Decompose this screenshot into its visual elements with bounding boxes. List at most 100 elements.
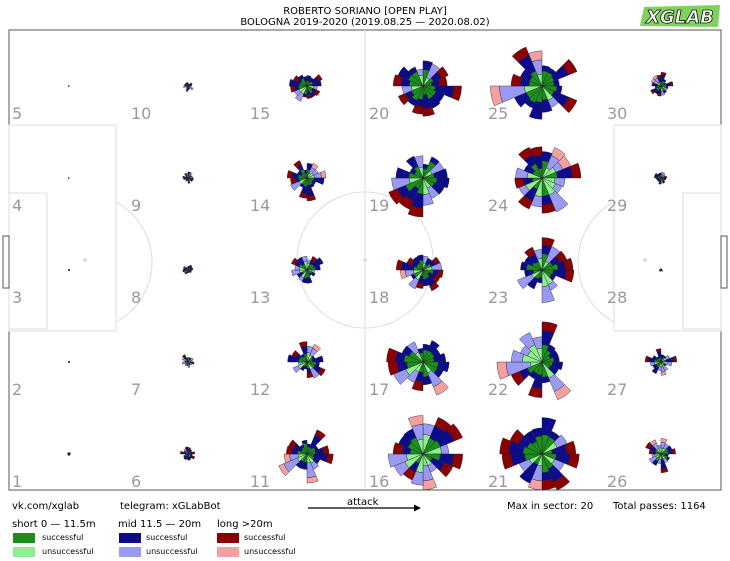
sonar-mid-sector bbox=[393, 461, 410, 477]
sonar-long-sector bbox=[650, 78, 656, 84]
sonar-mid-sector bbox=[432, 353, 446, 363]
sonar-short-sector bbox=[657, 357, 662, 363]
sonar-mid-sector bbox=[664, 453, 669, 458]
sonar-mid-sector bbox=[294, 260, 302, 267]
sonar-short-sector bbox=[186, 83, 189, 87]
vk-link[interactable]: vk.com/xglab bbox=[12, 501, 80, 512]
sonar-short-sector bbox=[302, 356, 308, 363]
sonar-short-sector bbox=[409, 177, 424, 184]
sonar-short-sector bbox=[536, 347, 543, 363]
sonar-short-sector bbox=[186, 450, 189, 455]
sonar-short-sector bbox=[187, 84, 189, 87]
zone-label-26: 26 bbox=[607, 472, 627, 491]
sonar-short-sector bbox=[187, 269, 190, 272]
sonar-mid-sector bbox=[662, 79, 667, 83]
sonar-short-sector bbox=[660, 356, 665, 363]
sonar-short-sector bbox=[186, 177, 189, 181]
sonar-mid-sector bbox=[396, 185, 410, 199]
sonar-mid-sector bbox=[187, 271, 190, 273]
sonar-long-sector bbox=[290, 85, 296, 93]
sonar-long-sector bbox=[564, 440, 577, 455]
legend-short-successful-label: successful bbox=[42, 533, 84, 542]
sonar-long-sector bbox=[563, 257, 574, 271]
sonar-mid-sector bbox=[309, 259, 315, 266]
sonar-mid-sector bbox=[293, 89, 302, 97]
sonar-mid-sector bbox=[183, 269, 187, 272]
sonar-short-sector bbox=[301, 173, 308, 179]
sonar-mid-sector bbox=[69, 452, 72, 454]
sonar-long-sector bbox=[411, 380, 424, 391]
sonar-long-sector bbox=[432, 274, 441, 284]
sonar-mid-sector bbox=[426, 276, 436, 287]
sonar-long-sector bbox=[496, 361, 509, 380]
sonar-short-sector bbox=[422, 264, 428, 271]
sonar-short-sector bbox=[415, 351, 424, 363]
sonar-mid-sector bbox=[648, 356, 656, 363]
sonar-short-sector bbox=[417, 439, 424, 455]
zone-label-8: 8 bbox=[131, 288, 141, 307]
sonar-short-sector bbox=[187, 268, 191, 271]
sonar-long-sector bbox=[501, 453, 514, 470]
sonar-short-sector bbox=[422, 269, 427, 280]
sonar-short-sector bbox=[422, 453, 441, 461]
sonar-long-sector bbox=[183, 266, 186, 269]
sonar-mid-sector bbox=[552, 269, 567, 280]
sonar-long-sector bbox=[451, 85, 462, 102]
sonar-short-sector bbox=[541, 361, 549, 378]
sonar-long-sector bbox=[283, 453, 292, 464]
sonar-mid-sector bbox=[400, 77, 411, 87]
sonar-mid-sector bbox=[553, 434, 568, 448]
sonar-mid-sector bbox=[187, 180, 190, 183]
pitch-outline bbox=[8, 29, 722, 491]
sonar-mid-sector bbox=[659, 268, 661, 270]
sonar-mid-sector bbox=[410, 260, 419, 268]
sonar-mid-sector bbox=[306, 259, 312, 264]
sonar-mid-sector bbox=[311, 355, 324, 363]
sonar-mid-sector bbox=[306, 75, 312, 82]
sonar-long-sector bbox=[190, 179, 194, 182]
sonar-mid-sector bbox=[184, 449, 188, 453]
sonar-mid-sector bbox=[187, 357, 191, 360]
sonar-long-sector bbox=[190, 84, 192, 87]
sonar-mid-sector bbox=[520, 69, 533, 82]
sonar-short-sector bbox=[187, 177, 191, 180]
sonar-mid-sector bbox=[294, 91, 304, 102]
sonar-mid-sector bbox=[533, 155, 543, 170]
sonar-long-sector bbox=[286, 170, 294, 179]
sonar-short-sector bbox=[418, 166, 424, 179]
telegram-link[interactable]: telegram: xGLabBot bbox=[120, 501, 221, 512]
zone-label-3: 3 bbox=[12, 288, 22, 307]
sonar-short-sector bbox=[522, 446, 543, 455]
sonar-mid-sector bbox=[393, 368, 411, 385]
sonar-short-sector bbox=[541, 85, 548, 101]
sonar-mid-sector bbox=[435, 177, 450, 189]
sonar-mid-sector bbox=[395, 351, 406, 363]
sonar-short-sector bbox=[660, 177, 665, 181]
sonar-short-sector bbox=[534, 269, 543, 280]
sonar-long-sector bbox=[189, 174, 192, 178]
sonar-long-sector bbox=[313, 89, 321, 97]
sonar-long-sector bbox=[187, 447, 191, 450]
sonar-short-sector bbox=[526, 172, 543, 179]
zone-label-14: 14 bbox=[250, 196, 270, 215]
sonar-mid-sector bbox=[656, 351, 662, 358]
sonar-mid-sector bbox=[417, 275, 424, 284]
sonar-short-sector bbox=[185, 84, 189, 87]
sonar-short-sector bbox=[306, 359, 313, 363]
sonar-short-sector bbox=[422, 177, 430, 195]
sonar-mid-sector bbox=[395, 167, 411, 179]
chart-subtitle: BOLOGNA 2019-2020 (2019.08.25 — 2020.08.… bbox=[240, 17, 490, 28]
sonar-short-sector bbox=[422, 77, 430, 87]
sonar-mid-sector bbox=[67, 452, 69, 454]
zone-label-7: 7 bbox=[131, 380, 141, 399]
sonar-mid-sector bbox=[184, 360, 187, 363]
sonar-short-sector bbox=[405, 361, 424, 376]
sonar-mid-sector bbox=[655, 175, 659, 179]
sonar-mid-sector bbox=[403, 428, 417, 442]
sonar-short-sector bbox=[186, 177, 189, 179]
zone-label-16: 16 bbox=[369, 472, 389, 491]
chart-title: ROBERTO SORIANO [OPEN PLAY] bbox=[283, 6, 447, 17]
sonar-long-sector bbox=[524, 246, 536, 259]
sonar-mid-sector bbox=[660, 270, 662, 272]
